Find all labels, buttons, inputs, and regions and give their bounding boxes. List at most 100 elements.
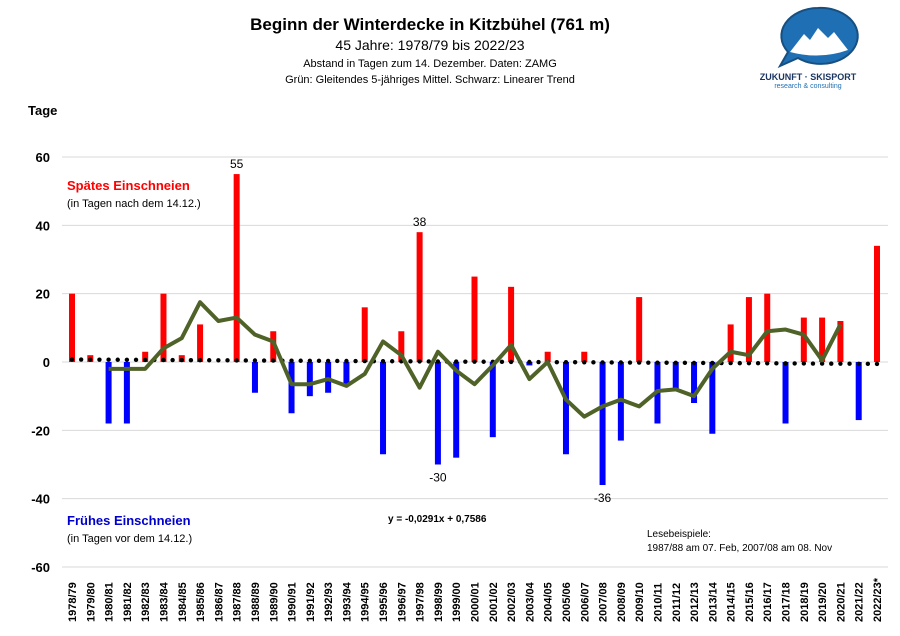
trend-point [646,360,651,365]
trend-point [78,357,84,362]
trend-point [344,358,349,364]
trend-point [691,360,697,366]
trend-point [819,361,825,366]
trend-point [197,358,203,363]
bar [819,317,826,362]
data-label: 38 [413,215,427,229]
trend-point [207,358,212,363]
trend-point [572,360,578,365]
bar [874,245,880,362]
bar [709,362,716,434]
bar [855,362,862,421]
bar [800,317,807,362]
trend-point [636,360,642,365]
trend-point [142,357,148,363]
trend-point [362,358,367,364]
x-tick-label: 1987/88 [232,582,244,622]
x-tick-label: 1978/79 [67,582,79,622]
y-tick-label: 40 [36,218,50,233]
examples-text: 1987/88 am 07. Feb, 2007/08 am 08. Nov [647,543,832,554]
y-tick-label: 0 [43,355,50,370]
x-tick-label: 1995/96 [378,582,390,622]
trend-point [810,361,816,366]
bar [251,362,258,393]
x-tick-label: 2010/11 [652,583,664,622]
trend-point [408,359,413,364]
chart-title: Beginn der Winterdecke in Kitzbühel (761… [250,15,610,34]
bar [453,362,460,458]
bar [380,362,387,455]
bar [745,297,752,362]
trend-point [792,361,797,366]
trend-point [499,359,505,365]
trend-point [664,360,669,365]
x-tick-label: 2021/22 [854,582,866,622]
x-tick-label: 1982/83 [140,582,152,622]
x-tick-label: 1996/97 [396,582,408,622]
trend-point [838,361,843,366]
trend-point [801,361,807,366]
logo-name: ZUKUNFT · SKISPORT [760,72,857,82]
y-axis-label: Tage [28,103,57,118]
data-label: -30 [429,471,447,485]
trend-point [856,361,861,366]
bar [105,362,112,424]
trend-point [627,360,633,365]
x-tick-label: 1989/90 [268,582,280,622]
trend-point [325,358,331,364]
trend-point [435,359,441,364]
early-annotation-title: Frühes Einschneien [67,513,191,528]
x-tick-label: 1998/99 [433,582,445,622]
x-tick-label: 1986/87 [213,582,225,622]
x-tick-label: 1988/89 [250,582,262,622]
y-tick-label: -40 [31,492,50,507]
bar [123,362,130,424]
data-label: 55 [230,157,244,171]
trend-point [124,357,130,363]
x-labels: 1978/79 1979/80 1980/81 1981/82 1982/83 1983/… [67,577,884,622]
bar [471,276,478,362]
trend-point [454,359,459,364]
early-annotation-sub: (in Tagen vor dem 14.12.) [67,533,192,545]
x-tick-label: 2013/14 [707,581,719,622]
trend-point [609,360,614,365]
trend-point [389,359,395,364]
trend-point [170,357,175,363]
trend-point [746,360,752,366]
trend-point [847,361,852,366]
trend-point [737,360,742,366]
x-tick-label: 1985/86 [195,582,207,622]
bar [489,362,496,438]
chart-note-1: Abstand in Tagen zum 14. Dezember. Daten… [303,58,557,70]
trend-point [463,359,468,364]
bar [562,362,569,455]
trend-point [728,360,733,366]
y-tick-label: -60 [31,560,50,575]
x-tick-label: 1999/00 [451,582,463,622]
x-tick-label: 1993/94 [341,581,353,622]
bar [233,174,240,362]
bar [69,293,75,362]
trend-point [179,357,184,363]
bar [270,331,277,362]
x-tick-label: 2020/21 [835,582,847,622]
trend-point [554,359,560,365]
trend-point [472,359,477,364]
x-tick-label: 2009/10 [634,582,646,622]
x-tick-label: 2017/18 [781,582,793,622]
bar [416,232,423,362]
bar [142,351,149,362]
bar [636,297,643,362]
bar [599,362,606,485]
trend-point [536,359,541,365]
moving-average [108,300,843,419]
trend-point [261,358,267,363]
x-tick-label: 1984/85 [177,582,189,622]
trend-point [289,358,294,363]
trend-point [271,358,276,363]
trend-point [252,358,258,363]
trend-point [225,358,230,363]
trend-point [243,358,249,363]
trend-point [755,361,761,366]
trend-point [380,358,386,364]
